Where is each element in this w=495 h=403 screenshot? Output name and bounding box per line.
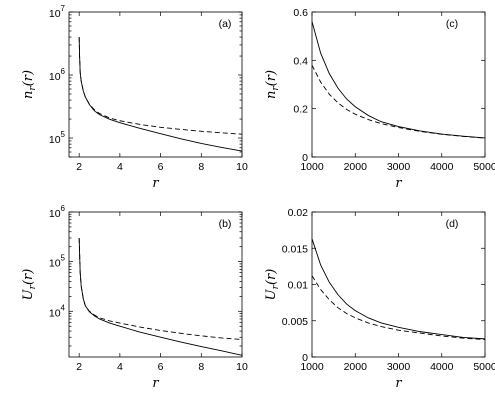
- panel-c: 1000 2000 3000 4000 5000 0 0.2 0.4 0.6 (c) r nr(r): [264, 7, 495, 191]
- y-tick-label: 104: [49, 303, 66, 319]
- series-line-solid: [311, 21, 486, 139]
- panel-d: 1000 2000 3000 4000 5000 0 0.005 0.01 0.015 0.02 (…: [264, 207, 495, 391]
- plot-frame: [311, 11, 486, 158]
- y-tick-label: 0: [302, 352, 308, 364]
- x-axis-label: r: [395, 176, 402, 191]
- x-axis-label: r: [152, 176, 159, 191]
- y-tick-label: 0.2: [293, 104, 308, 116]
- x-tick-label: 5000: [473, 361, 495, 373]
- x-tick-label: 4: [117, 161, 123, 173]
- x-tick-label: 1000: [300, 161, 324, 173]
- y-axis-label: nr(r): [264, 70, 281, 99]
- x-axis-label: r: [395, 376, 402, 391]
- x-tick-label: 8: [198, 161, 204, 173]
- x-tick-label: 6: [158, 361, 164, 373]
- x-tick-label: 8: [198, 361, 204, 373]
- panel-label: (b): [219, 218, 232, 230]
- plot-frame: [311, 211, 486, 358]
- series-line-dashed: [311, 275, 486, 341]
- plot-frame: [68, 211, 243, 358]
- panel-a: 2 4 6 8 10 105 106 107 (a) r nr(r): [21, 4, 248, 191]
- x-tick-label: 10: [236, 361, 248, 373]
- y-tick-label: 106: [49, 67, 66, 83]
- plot-frame: [68, 11, 243, 158]
- panel-label: (d): [446, 218, 459, 230]
- x-tick-label: 2: [76, 361, 82, 373]
- series-line-solid: [78, 237, 243, 356]
- y-tick-label: 0.01: [288, 280, 309, 292]
- y-tick-label: 105: [49, 254, 66, 270]
- y-tick-label: 0.6: [293, 7, 308, 19]
- x-tick-label: 10: [236, 161, 248, 173]
- y-axis-label: nr(r): [21, 70, 38, 99]
- x-tick-label: 6: [158, 161, 164, 173]
- series-line-solid: [311, 238, 486, 340]
- x-tick-label: 4: [117, 361, 123, 373]
- panel-label: (c): [446, 18, 458, 30]
- x-tick-label: 1000: [300, 361, 324, 373]
- y-tick-label: 0.005: [282, 316, 308, 328]
- series-line-solid: [78, 37, 243, 152]
- series-line-dashed: [78, 37, 243, 135]
- y-tick-label: 0.015: [282, 243, 308, 255]
- y-tick-label: 106: [49, 204, 66, 220]
- y-tick-label: 0: [302, 152, 308, 164]
- series-line-dashed: [311, 64, 486, 139]
- y-axis-label: Ur(r): [264, 269, 281, 301]
- panel-label: (a): [219, 18, 232, 30]
- x-axis-label: r: [152, 376, 159, 391]
- y-tick-label: 0.02: [288, 207, 309, 219]
- y-axis-label: Ur(r): [21, 269, 38, 301]
- x-tick-label: 2000: [344, 161, 368, 173]
- x-tick-label: 3000: [387, 161, 411, 173]
- x-tick-label: 5000: [473, 161, 495, 173]
- x-tick-label: 3000: [387, 361, 411, 373]
- x-tick-label: 4000: [430, 161, 454, 173]
- x-tick-label: 2000: [344, 361, 368, 373]
- y-tick-label: 105: [49, 130, 66, 146]
- series-line-dashed: [78, 237, 243, 340]
- panel-b: 2 4 6 8 10 104 105 106 (b) r Ur(r): [21, 204, 248, 391]
- y-tick-label: 0.4: [293, 55, 308, 67]
- x-tick-label: 2: [76, 161, 82, 173]
- x-tick-label: 4000: [430, 361, 454, 373]
- y-tick-label: 107: [49, 4, 66, 20]
